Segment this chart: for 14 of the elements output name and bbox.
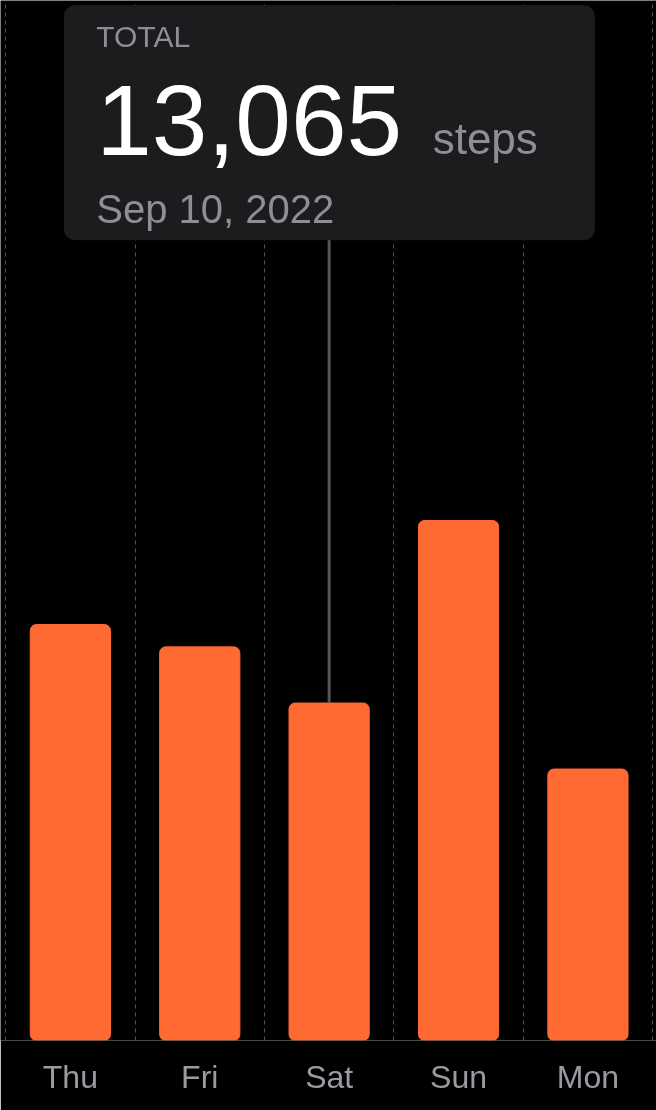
bar (417, 520, 500, 1041)
text: Sep 10, 2022 (96, 186, 335, 231)
x-tick-label: Sun (430, 1058, 487, 1095)
x-tick-label: Fri (181, 1058, 219, 1095)
text: TOTAL (96, 20, 191, 54)
bar (288, 702, 370, 1041)
x-tick-label: Thu (42, 1058, 98, 1095)
bar (547, 768, 629, 1041)
bar (29, 624, 111, 1041)
x-tick-label: Mon (556, 1058, 620, 1095)
text: 13,065 (96, 63, 403, 176)
text: steps (432, 113, 538, 163)
bar (159, 646, 241, 1041)
x-tick-label: Sat (305, 1058, 354, 1095)
